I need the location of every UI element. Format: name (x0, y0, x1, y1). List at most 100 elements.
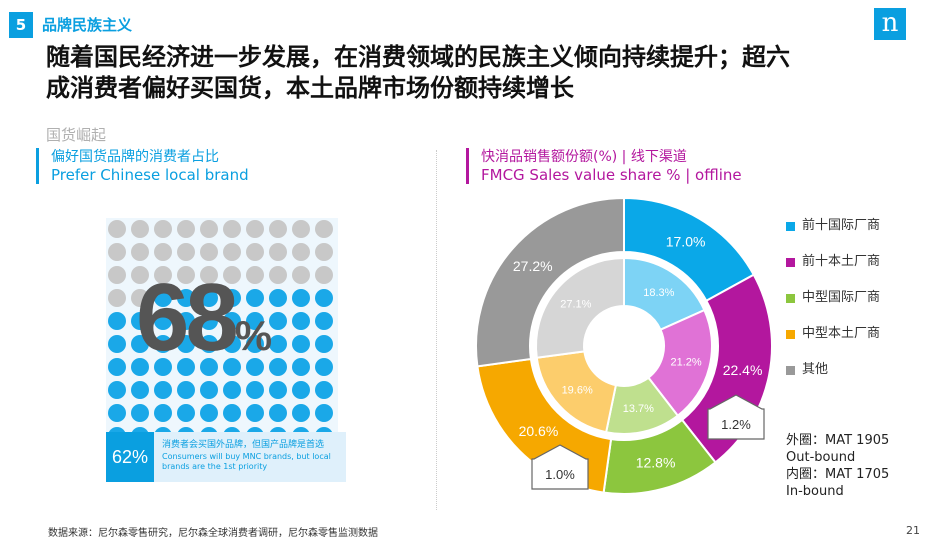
legend-swatch (786, 258, 795, 267)
filled-dot (315, 335, 333, 353)
filled-dot (246, 404, 264, 422)
big-percentage: 68% (136, 263, 272, 373)
section-number: 5 (9, 12, 33, 38)
empty-dot (315, 220, 333, 238)
panel-divider (436, 150, 437, 510)
filled-dot (131, 358, 149, 376)
legend-label: 其他 (802, 362, 829, 377)
outer-ring-label: 20.6% (519, 423, 559, 439)
filled-dot (131, 312, 149, 330)
empty-dot (108, 243, 126, 261)
filled-dot (177, 358, 195, 376)
filled-dot (200, 335, 218, 353)
filled-dot (154, 312, 172, 330)
filled-dot (177, 335, 195, 353)
filled-dot (269, 289, 287, 307)
empty-dot (200, 220, 218, 238)
inner-ring-slice (647, 308, 713, 418)
filled-dot (131, 381, 149, 399)
filled-dot (200, 404, 218, 422)
outer-ring-slice (475, 196, 625, 368)
donut-chart: 17.0% 22.4% 12.8% 20.6% 27.2% 18.3% 21.2% 13.7%… (475, 196, 773, 495)
legend-item: 中型本土厂商 (786, 326, 880, 362)
filled-dot (177, 381, 195, 399)
filled-dot (292, 358, 310, 376)
filled-dot (269, 358, 287, 376)
note-line-4: In-bound (786, 484, 844, 499)
empty-dot (131, 289, 149, 307)
filled-dot (108, 404, 126, 422)
empty-dot (269, 220, 287, 238)
filled-dot (269, 312, 287, 330)
empty-dot (131, 266, 149, 284)
filled-dot (154, 404, 172, 422)
filled-dot (154, 358, 172, 376)
filled-dot (223, 312, 241, 330)
local-mid-change-arrow-icon (531, 444, 589, 490)
ring-note: 外圈：MAT 1905 Out-bound 内圈：MAT 1705 In-bou… (786, 432, 889, 500)
outer-ring-label: 22.4% (723, 362, 763, 378)
filled-dot (200, 289, 218, 307)
outer-ring-label: 27.2% (513, 258, 553, 274)
data-source-note: 数据来源：尼尔森零售研究，尼尔森全球消费者调研，尼尔森零售监测数据 (48, 528, 378, 539)
legend-label: 中型本土厂商 (802, 326, 881, 341)
legend-item: 前十国际厂商 (786, 218, 880, 254)
outer-ring-label: 17.0% (666, 234, 706, 250)
filled-dot (246, 289, 264, 307)
info-callout-text-en: Consumers will buy MNC brands, but local… (162, 452, 331, 471)
legend-label: 前十国际厂商 (802, 218, 881, 233)
filled-dot (108, 335, 126, 353)
inner-ring-label: 19.6% (562, 384, 593, 396)
filled-dot (108, 381, 126, 399)
inner-ring-label: 18.3% (643, 287, 674, 299)
filled-dot (200, 312, 218, 330)
headline-line-2: 成消费者偏好买国货，本土品牌市场份额持续增长 (46, 74, 574, 102)
empty-dot (154, 243, 172, 261)
filled-dot (269, 335, 287, 353)
empty-dot (315, 243, 333, 261)
empty-dot (269, 243, 287, 261)
filled-dot (246, 335, 264, 353)
note-line-3: 内圈：MAT 1705 (786, 467, 890, 482)
legend-label: 中型国际厂商 (802, 290, 881, 305)
filled-dot (223, 358, 241, 376)
filled-dot (131, 335, 149, 353)
right-title-en: FMCG Sales value share % | offline (481, 166, 742, 184)
empty-dot (292, 220, 310, 238)
empty-dot (223, 243, 241, 261)
legend-swatch (786, 366, 795, 375)
filled-dot (177, 312, 195, 330)
empty-dot (269, 266, 287, 284)
local-mid-change-arrow-label: 1.0% (545, 467, 575, 482)
chart-legend: 前十国际厂商 前十本土厂商 中型国际厂商 中型本土厂商 其他 (786, 218, 880, 398)
empty-dot (200, 266, 218, 284)
filled-dot (200, 381, 218, 399)
filled-dot (292, 404, 310, 422)
legend-swatch (786, 222, 795, 231)
inner-ring-label: 13.7% (623, 403, 654, 415)
empty-dot (223, 220, 241, 238)
info-callout-value: 62% (106, 432, 154, 482)
empty-dot (177, 243, 195, 261)
empty-dot (292, 243, 310, 261)
empty-dot (131, 243, 149, 261)
local-top10-change-arrow-label: 1.2% (721, 417, 751, 432)
inner-ring-slice (535, 256, 625, 359)
right-title-cn: 快消品销售额份额(%) | 线下渠道 (481, 149, 687, 165)
filled-dot (315, 381, 333, 399)
filled-dot (246, 358, 264, 376)
section-title: 品牌民族主义 (42, 16, 133, 34)
left-title-cn: 偏好国货品牌的消费者占比 (51, 149, 219, 165)
legend-item: 前十本土厂商 (786, 254, 880, 290)
info-callout-text-cn: 消费者会买国外品牌，但国产品牌是首选 (162, 440, 325, 450)
inner-ring-label: 27.1% (560, 299, 591, 311)
filled-dot (154, 289, 172, 307)
nielsen-logo-icon: n (874, 8, 906, 40)
legend-label: 前十本土厂商 (802, 254, 881, 269)
left-panel-title: 偏好国货品牌的消费者占比 Prefer Chinese local brand (36, 148, 249, 184)
legend-item: 其他 (786, 362, 880, 398)
empty-dot (131, 220, 149, 238)
filled-dot (292, 381, 310, 399)
filled-dot (223, 289, 241, 307)
empty-dot (246, 266, 264, 284)
